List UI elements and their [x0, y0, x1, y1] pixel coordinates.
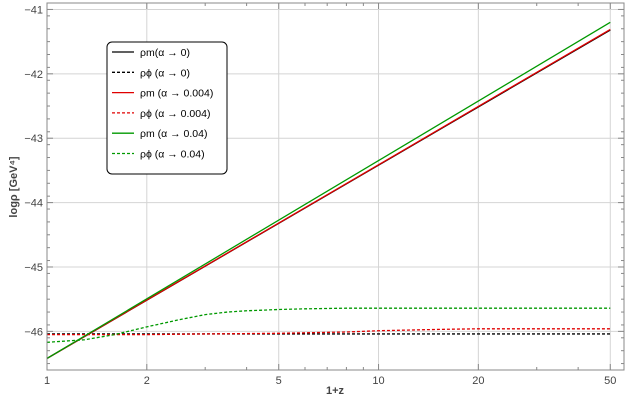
legend-label-5: ρm (α → 0.04): [140, 128, 207, 140]
legend-label-2: ρϕ (α → 0): [140, 67, 190, 79]
legend: ρm(α → 0) ρϕ (α → 0) ρm (α → 0.004) ρϕ (α →…: [106, 41, 228, 175]
y-tick-label: −42: [24, 69, 43, 81]
y-tick-label: −45: [24, 262, 43, 274]
ticks: 1 2 5 10 20 50 −41 −42 −43 −44 −45 −46: [24, 3, 624, 387]
y-tick-label: −46: [24, 326, 43, 338]
y-axis-label: logρ [GeV⁴]: [8, 156, 20, 217]
y-tick-label: −43: [24, 133, 43, 145]
x-axis-label: 1+z: [326, 385, 345, 397]
series-line-6: [46, 307, 611, 343]
y-tick-label: −41: [24, 4, 43, 16]
x-tick-label: 10: [372, 375, 384, 387]
legend-label-3: ρm (α → 0.004): [140, 88, 213, 100]
plot-frame: [46, 2, 625, 371]
x-tick-label: 50: [604, 375, 616, 387]
legend-label-6: ρϕ (α → 0.04): [140, 149, 205, 161]
legend-label-1: ρm(α → 0): [140, 47, 190, 59]
series-line-4: [47, 328, 611, 336]
x-tick-label: 20: [472, 375, 484, 387]
series-line-5: [46, 21, 611, 359]
legend-box: [106, 41, 228, 175]
legend-label-4: ρϕ (α → 0.004): [140, 108, 210, 120]
series-line-3: [46, 28, 611, 359]
x-tick-label: 1: [44, 375, 50, 387]
x-tick-label: 2: [144, 375, 150, 387]
series-layer: [46, 21, 611, 359]
y-tick-label: −44: [24, 198, 43, 210]
x-tick-label: 5: [276, 375, 282, 387]
